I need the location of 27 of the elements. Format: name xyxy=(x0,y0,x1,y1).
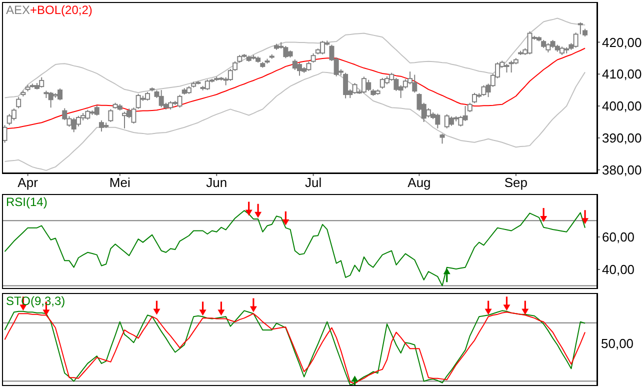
series-label: RSI(14) xyxy=(6,195,48,209)
y-tick-label: 400,00 xyxy=(602,98,642,114)
x-tick-label: Aug xyxy=(408,175,431,190)
candlestick xyxy=(11,108,16,121)
text: AEX xyxy=(6,3,30,17)
x-tick-label: Jun xyxy=(206,175,228,190)
x-tick-label: Apr xyxy=(18,175,39,190)
candlestick xyxy=(440,133,445,144)
y-tick-label: 60,00 xyxy=(602,230,635,245)
y-tick-label: 390,00 xyxy=(602,130,642,146)
candlestick xyxy=(16,96,22,109)
candlestick xyxy=(448,116,454,126)
candlestick xyxy=(136,93,141,110)
x-tick-label: Jul xyxy=(305,175,322,190)
y-tick-label: 40,00 xyxy=(602,262,635,278)
line-series xyxy=(4,72,586,171)
candlestick xyxy=(310,52,316,64)
x-tick-label: Sep xyxy=(504,175,528,190)
y-tick-label: 420,00 xyxy=(602,34,642,50)
y-tick-label: 380,00 xyxy=(602,162,642,178)
line-series xyxy=(4,18,586,98)
x-tick-label: Mei xyxy=(109,175,130,190)
text: +BOL(20;2) xyxy=(30,3,92,17)
text: 50,00 xyxy=(601,336,634,352)
candlestick xyxy=(108,108,114,122)
candlestick xyxy=(94,104,100,116)
y-tick-label: 410,00 xyxy=(602,66,642,82)
